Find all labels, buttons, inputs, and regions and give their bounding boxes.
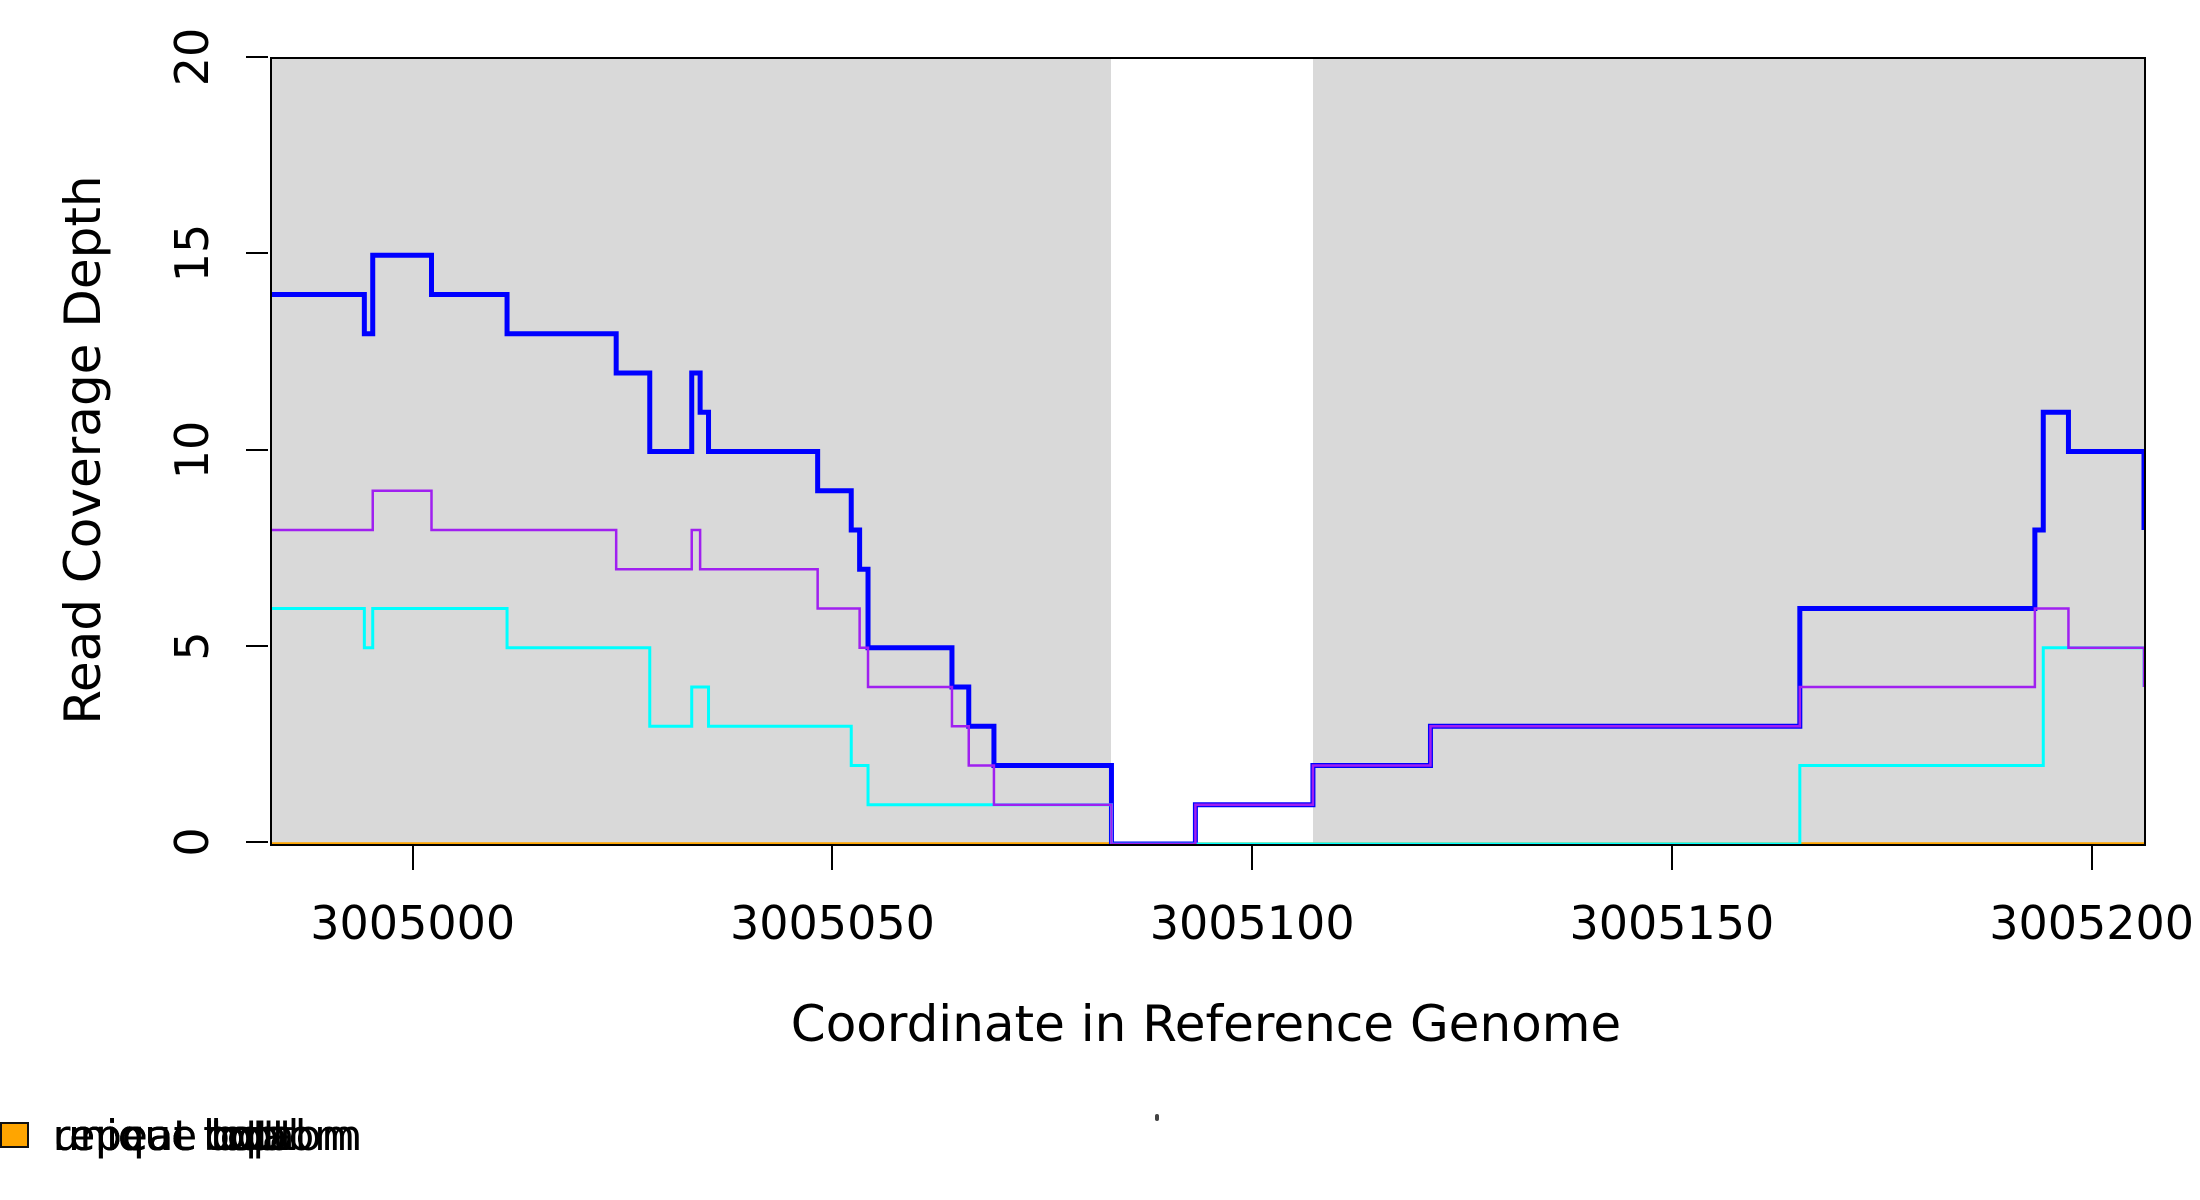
series-unique-total [272,252,2144,844]
legend-label: unique bottom [53,1110,363,1160]
plot-panel [270,57,2146,846]
repeat-bottom-swatch-icon [0,1122,29,1148]
x-tick-mark [411,844,414,870]
legend-item-repeat-bottom: repeat bottom [0,1110,356,1160]
y-tick-mark [246,252,268,255]
x-tick-mark [1251,844,1254,870]
x-tick-label: 3005100 [1149,896,1355,950]
y-axis-title: Read Coverage Depth [54,175,112,725]
x-tick-label: 3005150 [1569,896,1775,950]
x-axis-title: Coordinate in Reference Genome [790,995,1622,1053]
x-tick-mark [831,844,834,870]
legend-item-repeat-top: repeat top [0,1110,273,1160]
y-tick-label: 15 [165,223,219,283]
stray-mark-artifact [1155,1114,1159,1121]
legend-label: repeat total [53,1110,300,1160]
x-tick-label: 3005050 [730,896,935,950]
y-tick-label: 20 [165,27,219,87]
x-tick-label: 3005200 [1989,896,2195,950]
legend-label: repeat bottom [53,1110,356,1160]
y-tick-label: 0 [165,827,219,857]
y-tick-mark [246,448,268,451]
y-tick-mark [246,841,268,843]
y-tick-mark [246,644,268,647]
coverage-gap-band [1111,59,1313,844]
x-tick-label: 3005000 [310,896,516,950]
legend-item-unique-top: unique top [0,1110,280,1160]
y-tick-label: 5 [165,631,219,661]
x-tick-mark [1670,844,1673,870]
legend-label: unique total [53,1110,307,1160]
y-tick-mark [246,56,268,58]
legend-label: unique top [53,1110,280,1160]
x-tick-mark [2090,844,2093,870]
series-plot-svg [272,252,2144,844]
legend-label: repeat top [53,1110,273,1160]
series-unique-top [272,607,2144,844]
y-tick-label: 10 [165,420,219,479]
series-unique-bottom [272,489,2144,844]
